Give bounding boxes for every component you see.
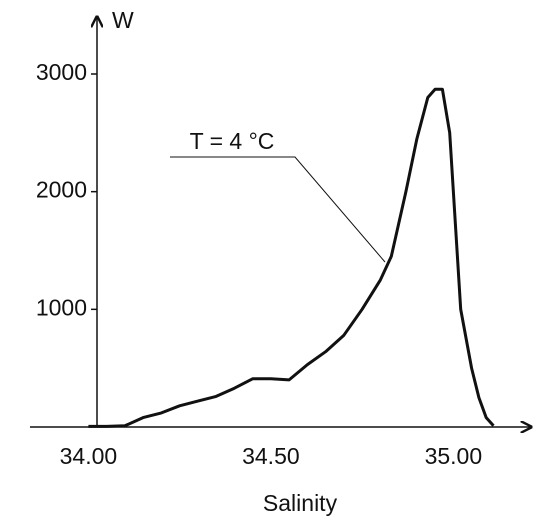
x-tick-label: 34.00 <box>60 443 118 469</box>
x-axis-label: Salinity <box>263 490 338 516</box>
y-tick-label: 2000 <box>36 177 87 203</box>
data-line <box>88 87 495 428</box>
y-tick-label: 3000 <box>36 59 87 85</box>
annotation-leader <box>170 156 386 263</box>
y-tick-label: 1000 <box>36 294 87 320</box>
x-tick-label: 34.50 <box>242 443 300 469</box>
y-axis-label: W <box>112 7 134 33</box>
annotation: T = 4 °C <box>190 128 275 154</box>
x-tick-label: 35.00 <box>425 443 483 469</box>
